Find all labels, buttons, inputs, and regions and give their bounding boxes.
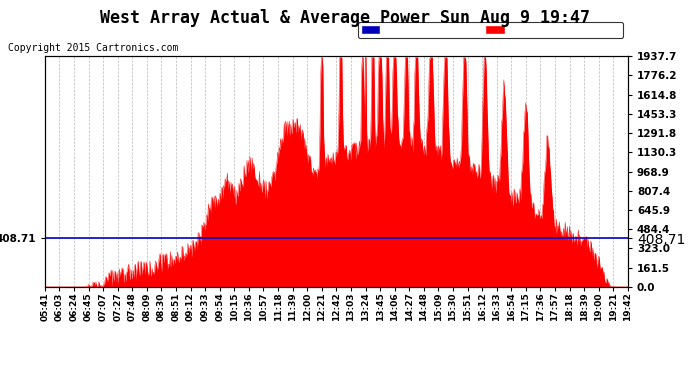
Text: Copyright 2015 Cartronics.com: Copyright 2015 Cartronics.com (8, 43, 179, 53)
Text: West Array Actual & Average Power Sun Aug 9 19:47: West Array Actual & Average Power Sun Au… (100, 9, 590, 27)
Legend: Average  (DC Watts), West Array  (DC Watts): Average (DC Watts), West Array (DC Watts… (358, 22, 623, 38)
